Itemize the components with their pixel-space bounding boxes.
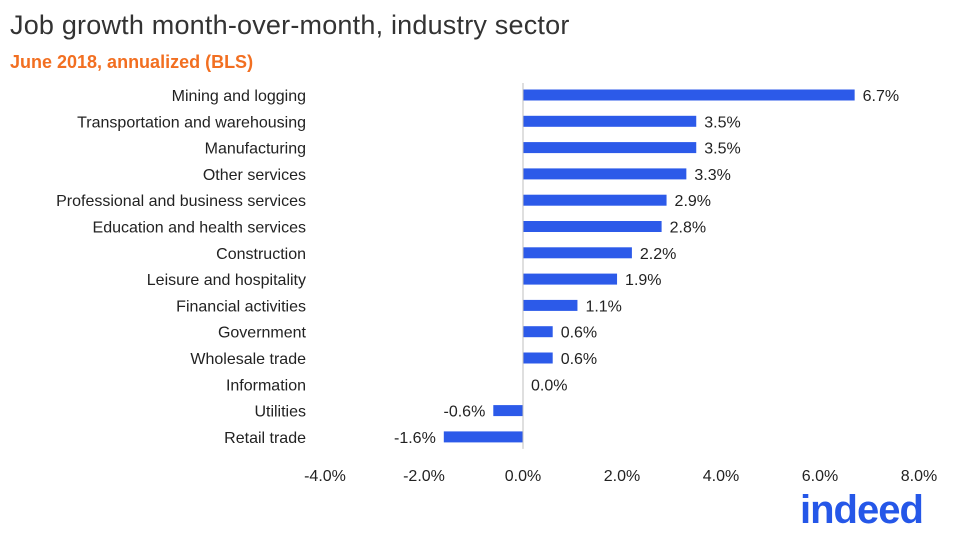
data-label: 3.5% [704,114,740,131]
data-label: 2.9% [675,193,711,210]
category-label: Government [218,325,307,342]
indeed-logo: indeed [800,488,924,532]
category-label: Financial activities [176,298,306,315]
category-label: Wholesale trade [190,351,306,368]
data-label: 2.8% [670,220,706,237]
category-label: Information [226,377,306,394]
bar [523,273,618,285]
bar [523,352,553,364]
category-label: Mining and logging [172,88,306,105]
x-tick-label: 6.0% [802,468,838,485]
bar [523,194,667,206]
bar [523,142,697,154]
bar [523,221,662,232]
x-tick-label: -2.0% [403,468,445,485]
data-label: 0.0% [531,377,567,394]
x-tick-label: 0.0% [505,468,541,485]
category-label: Utilities [254,404,306,421]
data-label: 3.5% [704,141,740,158]
chart-title: Job growth month-over-month, industry se… [10,10,570,40]
data-label: 3.3% [694,167,730,184]
chart-subtitle: June 2018, annualized (BLS) [10,52,254,72]
x-tick-label: 2.0% [604,468,640,485]
bar [523,115,697,127]
category-label: Manufacturing [205,141,306,158]
category-label: Leisure and hospitality [147,272,306,289]
bar [523,168,687,180]
data-label: -1.6% [394,430,436,447]
bar [523,326,553,338]
category-label: Other services [203,167,306,184]
bar [493,405,523,417]
bar [523,89,855,101]
category-label: Professional and business services [56,193,306,210]
data-label: 0.6% [561,351,597,368]
bar [523,299,578,311]
category-label: Transportation and warehousing [77,114,306,131]
data-label: -0.6% [444,404,486,421]
data-label: 0.6% [561,325,597,342]
data-label: 6.7% [863,88,899,105]
data-label: 1.9% [625,272,661,289]
category-label: Retail trade [224,430,306,447]
x-tick-label: 8.0% [901,468,937,485]
category-label: Education and health services [93,220,306,237]
bar [443,431,523,443]
category-label: Construction [216,246,306,263]
data-label: 2.2% [640,246,676,263]
bar [523,247,632,259]
x-tick-label: 4.0% [703,468,739,485]
data-label: 1.1% [585,298,621,315]
x-tick-label: -4.0% [304,468,346,485]
